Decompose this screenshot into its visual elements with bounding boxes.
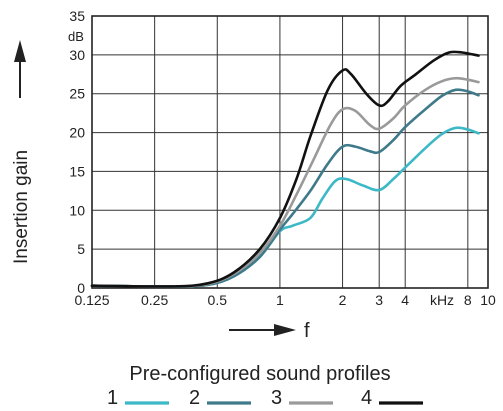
series-layer [90, 50, 480, 288]
legend-label-3: 3 [271, 387, 282, 409]
x-axis-label: f [304, 320, 310, 342]
y-tick-label: 30 [69, 47, 85, 63]
x-tick-label: 4 [401, 292, 409, 308]
x-tick-labels: 0.125 0.25 0.5 1 2 3 4 8 10 [74, 292, 496, 308]
legend-label-1: 1 [107, 387, 118, 409]
x-tick-label: 1 [276, 292, 284, 308]
y-tick-label: 25 [69, 86, 85, 102]
y-unit-label: dB [68, 29, 84, 44]
x-tick-label: 8 [464, 292, 472, 308]
x-tick-label: 0.5 [208, 292, 228, 308]
series-line-3 [90, 76, 480, 288]
x-axis-arrow-head [274, 324, 296, 336]
y-axis-label-group: Insertion gain [11, 40, 32, 264]
y-tick-label: 20 [69, 125, 85, 141]
x-axis-label-group: f [229, 320, 310, 342]
y-tick-label: 10 [69, 202, 85, 218]
y-axis-label: Insertion gain [11, 150, 32, 264]
series-line-2 [90, 88, 480, 288]
x-tick-label: 0.125 [74, 292, 109, 308]
legend-label-2: 2 [189, 387, 200, 409]
y-axis-arrow-head [14, 40, 26, 62]
y-tick-label: 35 [69, 8, 85, 24]
x-unit-label: kHz [430, 292, 454, 308]
y-tick-labels: 0 5 10 15 20 25 30 35 [69, 8, 85, 296]
x-tick-label: 0.25 [141, 292, 168, 308]
series-line-4 [90, 50, 480, 288]
y-tick-label: 5 [77, 241, 85, 257]
x-tick-label: 10 [480, 292, 496, 308]
legend-label-4: 4 [361, 387, 372, 409]
grid [91, 15, 489, 289]
plot-frame [91, 15, 489, 289]
y-tick-label: 15 [69, 163, 85, 179]
x-tick-label: 3 [375, 292, 383, 308]
x-tick-label: 2 [339, 292, 347, 308]
legend-title: Pre-configured sound profiles [129, 363, 390, 385]
legend: 1 2 3 4 [107, 387, 423, 409]
y-tick-label: 0 [77, 280, 85, 296]
